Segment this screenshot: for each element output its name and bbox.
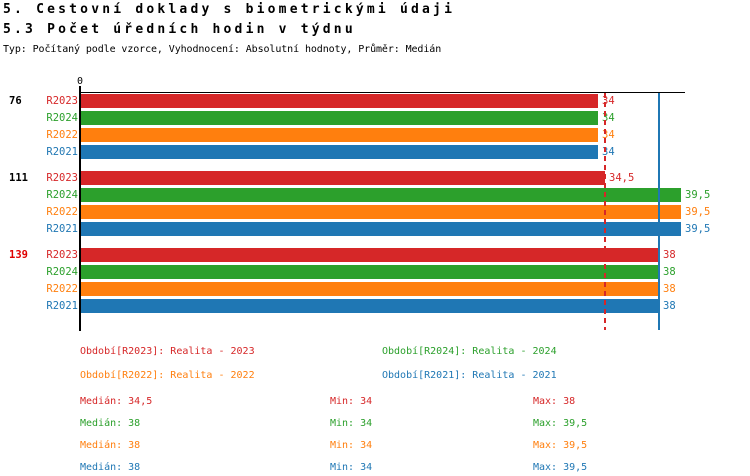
bar-value-label: 39,5 bbox=[685, 206, 711, 218]
bar-value-label: 34 bbox=[602, 129, 615, 141]
series-row-label-r2023: R2023 bbox=[46, 95, 78, 107]
stat-max: Max: 39,5 bbox=[533, 418, 588, 429]
bar-value-label: 39,5 bbox=[685, 189, 711, 201]
series-row-label-r2021: R2021 bbox=[46, 300, 78, 312]
series-row-label-r2023: R2023 bbox=[46, 249, 78, 261]
stat-median: Medián: 38 bbox=[80, 418, 141, 429]
bar-r2022 bbox=[81, 282, 659, 296]
series-row-label-r2024: R2024 bbox=[46, 266, 78, 278]
stat-median: Medián: 38 bbox=[80, 462, 141, 473]
bar-r2023 bbox=[81, 171, 605, 185]
legend-item: Období[R2021]: Realita - 2021 bbox=[382, 370, 557, 381]
x-axis-line bbox=[80, 92, 685, 93]
bar-value-label: 38 bbox=[663, 249, 676, 261]
bar-value-label: 34,5 bbox=[609, 172, 635, 184]
report-title: 5. Cestovní doklady s biometrickými údaj… bbox=[3, 2, 456, 17]
legend-item: Období[R2024]: Realita - 2024 bbox=[382, 346, 557, 357]
bar-r2021 bbox=[81, 299, 659, 313]
series-row-label-r2024: R2024 bbox=[46, 189, 78, 201]
group-label: 139 bbox=[9, 249, 28, 261]
stat-median: Medián: 38 bbox=[80, 440, 141, 451]
series-row-label-r2022: R2022 bbox=[46, 206, 78, 218]
report-subtitle: 5.3 Počet úředních hodin v týdnu bbox=[3, 22, 356, 37]
series-row-label-r2021: R2021 bbox=[46, 223, 78, 235]
stat-min: Min: 34 bbox=[330, 440, 373, 451]
bar-value-label: 34 bbox=[602, 95, 615, 107]
bar-r2022 bbox=[81, 128, 598, 142]
series-row-label-r2022: R2022 bbox=[46, 283, 78, 295]
report-meta-line: Typ: Počítaný podle vzorce, Vyhodnocení:… bbox=[3, 44, 442, 55]
bar-r2024 bbox=[81, 188, 681, 202]
stat-max: Max: 39,5 bbox=[533, 462, 588, 473]
bar-r2022 bbox=[81, 205, 681, 219]
stat-median: Medián: 34,5 bbox=[80, 396, 153, 407]
bar-r2023 bbox=[81, 248, 659, 262]
series-row-label-r2021: R2021 bbox=[46, 146, 78, 158]
series-row-label-r2024: R2024 bbox=[46, 112, 78, 124]
stat-min: Min: 34 bbox=[330, 396, 373, 407]
median-line bbox=[658, 93, 660, 330]
bar-value-label: 38 bbox=[663, 266, 676, 278]
y-axis-line bbox=[79, 86, 81, 331]
bar-value-label: 34 bbox=[602, 112, 615, 124]
bar-r2021 bbox=[81, 145, 598, 159]
bar-r2024 bbox=[81, 265, 659, 279]
stat-max: Max: 39,5 bbox=[533, 440, 588, 451]
x-axis-tick-zero-label: 0 bbox=[76, 76, 84, 87]
legend-item: Období[R2022]: Realita - 2022 bbox=[80, 370, 255, 381]
stat-min: Min: 34 bbox=[330, 462, 373, 473]
bar-value-label: 38 bbox=[663, 300, 676, 312]
median-line bbox=[604, 93, 606, 330]
bar-r2024 bbox=[81, 111, 598, 125]
bar-r2023 bbox=[81, 94, 598, 108]
bar-value-label: 34 bbox=[602, 146, 615, 158]
bar-value-label: 38 bbox=[663, 283, 676, 295]
bar-r2021 bbox=[81, 222, 681, 236]
legend-item: Období[R2023]: Realita - 2023 bbox=[80, 346, 255, 357]
series-row-label-r2023: R2023 bbox=[46, 172, 78, 184]
stat-max: Max: 38 bbox=[533, 396, 576, 407]
stat-min: Min: 34 bbox=[330, 418, 373, 429]
group-label: 111 bbox=[9, 172, 28, 184]
group-label: 76 bbox=[9, 95, 22, 107]
series-row-label-r2022: R2022 bbox=[46, 129, 78, 141]
bar-value-label: 39,5 bbox=[685, 223, 711, 235]
